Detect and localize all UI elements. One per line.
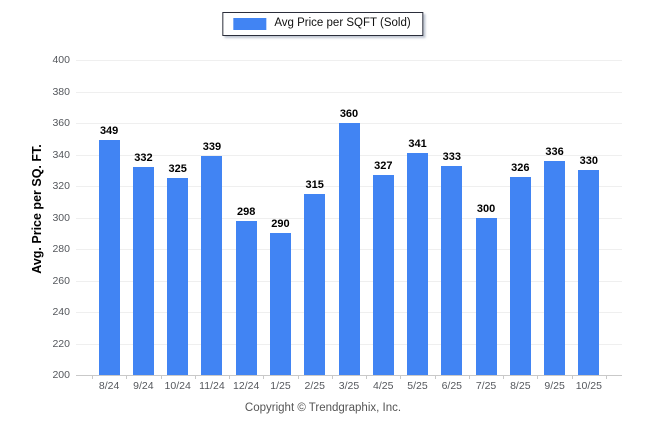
- x-axis-tick: [366, 375, 368, 379]
- x-tick-label: 3/25: [338, 380, 360, 392]
- x-tick-label: 7/25: [475, 380, 497, 392]
- x-axis-tick: [126, 375, 128, 379]
- bar-value-label: 326: [511, 161, 530, 174]
- bar: [441, 165, 463, 375]
- bar: [235, 220, 257, 375]
- legend: Avg Price per SQFT (Sold): [222, 12, 424, 36]
- x-tick-label: 2/25: [304, 380, 325, 392]
- y-tick-label: 400: [52, 54, 70, 66]
- x-tick-label: 6/25: [441, 380, 462, 392]
- bar: [578, 170, 600, 375]
- x-tick-label: 5/25: [407, 380, 428, 392]
- bar: [544, 160, 566, 375]
- y-tick-label: 220: [52, 337, 70, 350]
- bar-value-label: 298: [237, 205, 256, 218]
- x-tick-label: 12/24: [233, 380, 260, 392]
- x-tick-label: 4/25: [373, 380, 394, 392]
- y-tick-label: 200: [52, 369, 70, 381]
- bar: [98, 140, 120, 375]
- bar-value-label: 332: [134, 152, 153, 165]
- gridline: [76, 60, 622, 61]
- x-tick-label: 8/25: [510, 380, 531, 392]
- bar-value-label: 325: [168, 163, 187, 176]
- x-axis-tick: [194, 375, 196, 379]
- bar-value-label: 330: [579, 155, 599, 168]
- bar-value-label: 336: [545, 145, 564, 158]
- x-axis-tick: [297, 375, 299, 379]
- y-tick-label: 240: [52, 306, 70, 318]
- bar: [269, 233, 291, 375]
- x-axis-tick: [331, 375, 333, 379]
- y-axis-title: Avg. Price per SQ. FT.: [30, 144, 44, 274]
- bar: [201, 156, 223, 375]
- gridline: [76, 91, 622, 93]
- x-tick-label: 9/24: [133, 380, 154, 392]
- y-tick-label: 300: [52, 211, 70, 224]
- copyright-text: Copyright © Trendgraphix, Inc.: [244, 402, 402, 414]
- y-tick-label: 260: [52, 274, 70, 287]
- bar: [475, 217, 497, 375]
- y-tick-label: 380: [52, 85, 70, 98]
- x-axis-tick: [434, 375, 436, 379]
- bar-value-label: 327: [374, 159, 393, 172]
- bar-value-label: 300: [476, 202, 496, 215]
- bar-value-label: 333: [442, 150, 461, 163]
- bar-value-label: 315: [305, 178, 324, 191]
- bar: [304, 193, 326, 375]
- x-axis-tick: [263, 375, 265, 379]
- x-tick-label: 9/25: [544, 380, 565, 392]
- bar: [338, 123, 360, 375]
- bar: [407, 152, 429, 375]
- x-axis-tick: [606, 375, 607, 379]
- x-axis-tick: [571, 375, 573, 379]
- x-axis-tick: [468, 375, 470, 379]
- bar-value-label: 339: [202, 141, 222, 154]
- legend-swatch: [233, 17, 267, 30]
- x-tick-label: 8/24: [98, 380, 120, 392]
- y-tick-label: 360: [52, 117, 70, 129]
- x-axis-tick: [160, 375, 162, 379]
- x-axis-line: [76, 375, 622, 376]
- x-tick-label: 11/24: [199, 380, 225, 392]
- bar-value-label: 290: [271, 218, 290, 231]
- x-tick-label: 10/25: [575, 380, 602, 392]
- x-axis-tick: [400, 375, 402, 379]
- x-axis-tick: [92, 375, 93, 379]
- bar: [167, 178, 189, 375]
- x-tick-label: 1/25: [270, 380, 291, 392]
- bar: [509, 176, 531, 375]
- x-axis-tick: [503, 375, 505, 379]
- bar: [372, 174, 394, 375]
- bar-value-label: 349: [99, 125, 119, 138]
- bar: [132, 167, 154, 375]
- y-tick-label: 320: [52, 180, 70, 192]
- y-tick-label: 340: [52, 148, 70, 161]
- bar-value-label: 360: [339, 108, 359, 120]
- legend-label: Avg Price per SQFT (Sold): [274, 17, 411, 29]
- bar-value-label: 341: [408, 137, 427, 150]
- x-axis-tick: [229, 375, 231, 379]
- x-tick-label: 10/24: [164, 380, 191, 392]
- x-axis-tick: [537, 375, 539, 379]
- y-tick-label: 280: [52, 243, 70, 255]
